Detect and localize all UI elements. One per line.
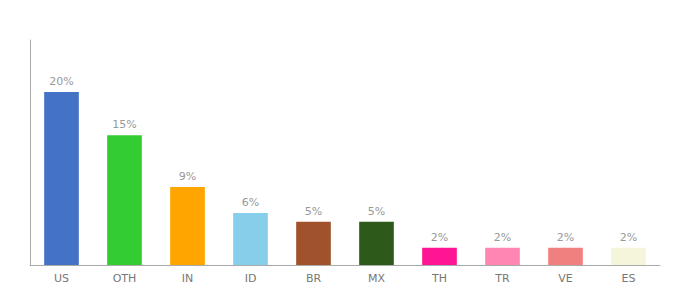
svg-text:TH: TH [431, 272, 447, 285]
svg-text:2%: 2% [620, 231, 637, 244]
svg-text:2%: 2% [431, 231, 448, 244]
svg-text:MX: MX [368, 272, 385, 285]
svg-text:5%: 5% [305, 205, 322, 218]
svg-text:US: US [54, 272, 69, 285]
svg-text:BR: BR [306, 272, 322, 285]
svg-text:6%: 6% [242, 196, 259, 209]
svg-text:9%: 9% [179, 170, 196, 183]
svg-text:5%: 5% [368, 205, 385, 218]
svg-text:ID: ID [245, 272, 257, 285]
svg-text:OTH: OTH [113, 272, 137, 285]
svg-text:ES: ES [622, 272, 636, 285]
svg-text:TR: TR [494, 272, 510, 285]
svg-text:VE: VE [558, 272, 573, 285]
svg-text:2%: 2% [494, 231, 511, 244]
svg-text:2%: 2% [557, 231, 574, 244]
svg-text:15%: 15% [112, 118, 136, 131]
svg-text:IN: IN [182, 272, 193, 285]
svg-text:20%: 20% [49, 75, 73, 88]
